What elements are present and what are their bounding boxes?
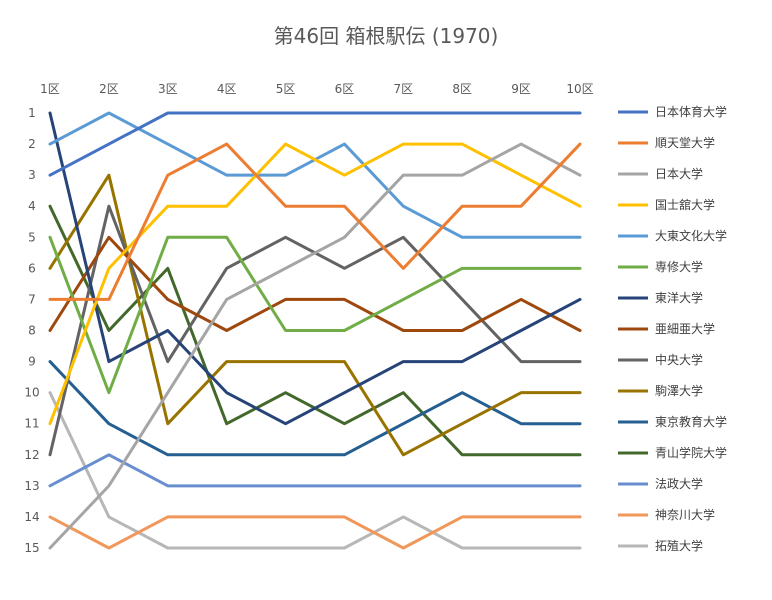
series-line — [48, 235, 582, 332]
legend-label: 神奈川大学 — [655, 507, 715, 522]
y-tick-label: 4 — [28, 199, 36, 213]
y-tick-label: 3 — [28, 168, 36, 182]
legend-label: 順天堂大学 — [655, 135, 715, 150]
series-line — [48, 235, 582, 395]
series-line — [48, 515, 582, 550]
y-tick-label: 1 — [28, 106, 36, 120]
y-tick-label: 6 — [28, 261, 36, 275]
y-tick-label: 9 — [28, 355, 36, 369]
series-line — [48, 142, 582, 426]
y-tick-label: 13 — [24, 479, 39, 493]
y-tick-label: 7 — [28, 292, 36, 306]
chart-title: 第46回 箱根駅伝 (1970) — [274, 24, 499, 48]
y-tick-label: 11 — [24, 417, 39, 431]
series-line — [48, 453, 582, 488]
y-tick-label: 12 — [24, 448, 39, 462]
legend-label: 法政大学 — [655, 476, 703, 491]
x-tick-label: 1区 — [40, 82, 60, 96]
y-tick-label: 10 — [24, 386, 39, 400]
x-axis-tick-labels: 1区 2区 3区 4区 5区 6区 7区 8区 9区 10区 — [40, 82, 593, 96]
legend-label: 中央大学 — [655, 352, 703, 367]
y-tick-label: 5 — [28, 230, 36, 244]
legend-label: 拓殖大学 — [655, 538, 703, 553]
series-line — [48, 391, 582, 550]
x-tick-label: 6区 — [335, 82, 355, 96]
y-tick-label: 8 — [28, 324, 36, 338]
x-tick-label: 9区 — [511, 82, 531, 96]
y-tick-label: 14 — [24, 510, 39, 524]
legend-label: 日本大学 — [655, 166, 703, 181]
series-lines — [48, 111, 582, 550]
legend-label: 東洋大学 — [655, 290, 703, 305]
x-tick-label: 2区 — [99, 82, 119, 96]
legend: 日本体育大学順天堂大学日本大学国士舘大学大東文化大学専修大学東洋大学亜細亜大学中… — [618, 104, 727, 553]
legend-label: 日本体育大学 — [655, 104, 727, 119]
y-tick-label: 2 — [28, 137, 36, 151]
series-line — [48, 142, 582, 301]
legend-label: 駒澤大学 — [655, 383, 703, 398]
x-tick-label: 3区 — [158, 82, 178, 96]
legend-label: 大東文化大学 — [655, 228, 727, 243]
x-tick-label: 7区 — [394, 82, 414, 96]
legend-label: 東京教育大学 — [655, 414, 727, 429]
series-line — [48, 142, 582, 550]
legend-label: 国士舘大学 — [655, 197, 715, 212]
legend-label: 青山学院大学 — [655, 445, 727, 460]
y-tick-label: 15 — [24, 541, 39, 555]
series-line — [48, 111, 582, 177]
x-tick-label: 8区 — [452, 82, 472, 96]
series-line — [48, 111, 582, 426]
x-tick-label: 4区 — [217, 82, 237, 96]
x-tick-label: 5区 — [276, 82, 296, 96]
legend-label: 専修大学 — [655, 259, 703, 274]
legend-label: 亜細亜大学 — [655, 321, 715, 336]
x-tick-label: 10区 — [566, 82, 593, 96]
series-line — [48, 173, 582, 457]
